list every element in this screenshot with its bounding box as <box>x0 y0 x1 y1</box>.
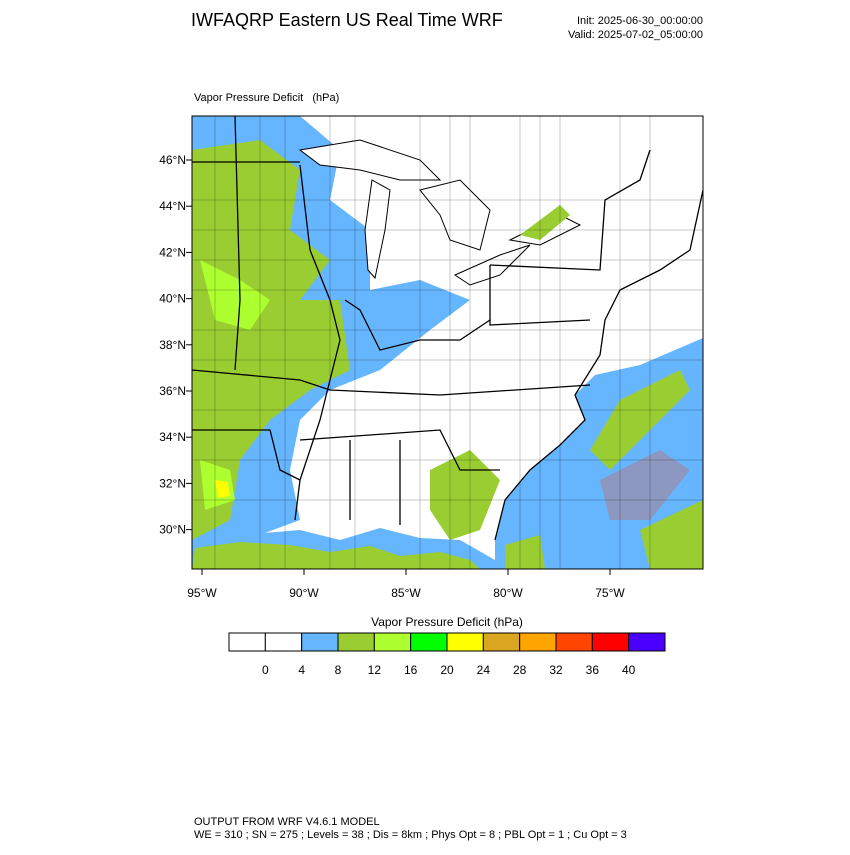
map <box>191 115 704 570</box>
colorbar-label: 0 <box>262 663 269 677</box>
colorbar-box <box>301 632 339 652</box>
lat-labels: 46°N 44°N 42°N 40°N 38°N 36°N 34°N 32°N 30°N <box>159 153 192 537</box>
colorbar-label: 36 <box>586 663 600 677</box>
lat-label: 38°N <box>159 338 186 352</box>
colorbar: 0 4 8 12 16 20 24 28 32 36 40 <box>228 632 666 677</box>
colorbar-box <box>519 632 557 652</box>
map-label: Vapor Pressure Deficit (hPa) <box>194 92 339 104</box>
lat-label: 42°N <box>159 245 186 259</box>
colorbar-box <box>555 632 593 652</box>
lon-label: 75°W <box>595 586 625 600</box>
footer-line: OUTPUT FROM WRF V4.6.1 MODEL <box>194 816 380 828</box>
colorbar-box <box>482 632 521 652</box>
lon-label: 90°W <box>289 586 319 600</box>
colorbar-box <box>446 632 484 652</box>
valid-time: Valid: 2025-07-02_05:00:00 <box>568 29 703 41</box>
colorbar-box <box>410 632 448 652</box>
colorbar-label: 20 <box>440 663 454 677</box>
lat-label: 34°N <box>159 430 186 444</box>
lat-label: 40°N <box>159 292 186 306</box>
lon-label: 95°W <box>187 586 217 600</box>
colorbar-label: 4 <box>298 663 305 677</box>
colorbar-box <box>628 632 666 652</box>
lat-label: 36°N <box>159 384 186 398</box>
lat-label: 30°N <box>159 523 186 537</box>
lon-labels: 95°W 90°W 85°W 80°W 75°W <box>187 569 625 600</box>
title: IWFAQRP Eastern US Real Time WRF <box>191 10 503 30</box>
colorbar-box <box>591 632 630 652</box>
lon-label: 80°W <box>493 586 523 600</box>
colorbar-title: Vapor Pressure Deficit (hPa) <box>371 615 523 629</box>
colorbar-label: 16 <box>404 663 418 677</box>
colorbar-label: 24 <box>477 663 491 677</box>
colorbar-label: 40 <box>622 663 636 677</box>
colorbar-box <box>264 632 303 652</box>
colorbar-box <box>228 632 266 652</box>
lon-label: 85°W <box>391 586 421 600</box>
lat-label: 46°N <box>159 153 186 167</box>
colorbar-label: 8 <box>335 663 342 677</box>
colorbar-label: 28 <box>513 663 527 677</box>
lat-label: 44°N <box>159 199 186 213</box>
colorbar-box <box>337 632 375 652</box>
footer-line: WE = 310 ; SN = 275 ; Levels = 38 ; Dis … <box>194 829 627 841</box>
colorbar-box <box>373 632 412 652</box>
colorbar-label: 12 <box>368 663 382 677</box>
init-time: Init: 2025-06-30_00:00:00 <box>577 15 703 27</box>
lat-label: 32°N <box>159 476 186 490</box>
colorbar-label: 32 <box>549 663 563 677</box>
